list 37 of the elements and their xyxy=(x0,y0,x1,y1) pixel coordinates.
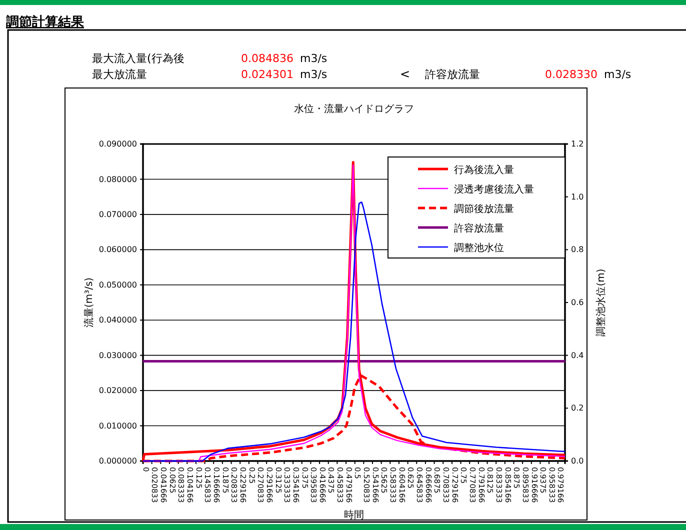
text: 最大放流量 xyxy=(92,68,147,81)
y2-tick-label: 0.2 xyxy=(571,404,584,413)
text: 0.024301 xyxy=(241,68,294,81)
y-tick-label: 0.010000 xyxy=(98,421,137,430)
legend-label: 調節後放流量 xyxy=(454,203,514,215)
legend-label: 浸透考慮後流入量 xyxy=(454,184,534,196)
y-tick-label: 0.020000 xyxy=(98,386,137,396)
x-axis-title: 時間 xyxy=(344,509,364,521)
text: m3/s xyxy=(300,52,328,65)
y2-tick-label: 1.2 xyxy=(571,140,584,149)
y-axis-title: 流量(m³/s) xyxy=(83,277,95,328)
text: < xyxy=(400,67,410,81)
chart-title: 水位・流量ハイドログラフ xyxy=(294,103,414,115)
text: 許容放流量 xyxy=(425,68,480,81)
legend-label: 行為後流入量 xyxy=(454,164,514,176)
y2-tick-label: 0.0 xyxy=(571,456,584,466)
y-tick-label: 0.030000 xyxy=(98,350,137,360)
y-tick-label: 0.070000 xyxy=(98,210,137,220)
text: m3/s xyxy=(300,68,328,81)
y2-tick-label: 0.8 xyxy=(571,245,584,254)
y-tick-label: 0.080000 xyxy=(98,174,137,184)
legend-label: 調整池水位 xyxy=(454,242,504,254)
text: 調節計算結果 xyxy=(6,14,85,30)
text: 0.084836 xyxy=(241,52,294,65)
y2-tick-label: 1.0 xyxy=(571,192,584,202)
text: m3/s xyxy=(604,68,632,81)
y2-tick-label: 0.4 xyxy=(571,350,584,360)
y2-tick-label: 0.6 xyxy=(571,298,584,308)
legend-label: 許容放流量 xyxy=(454,222,504,234)
y-tick-label: 0.040000 xyxy=(98,316,137,325)
text: 最大流入量(行為後 xyxy=(92,52,184,65)
y-tick-label: 0.060000 xyxy=(98,245,137,254)
y-tick-label: 0.050000 xyxy=(98,280,137,290)
y2-axis-title: 調整池水位(m) xyxy=(595,268,607,336)
y-tick-label: 0.090000 xyxy=(98,140,137,149)
y-tick-label: 0.000000 xyxy=(98,456,137,466)
text: 0.028330 xyxy=(545,68,598,81)
